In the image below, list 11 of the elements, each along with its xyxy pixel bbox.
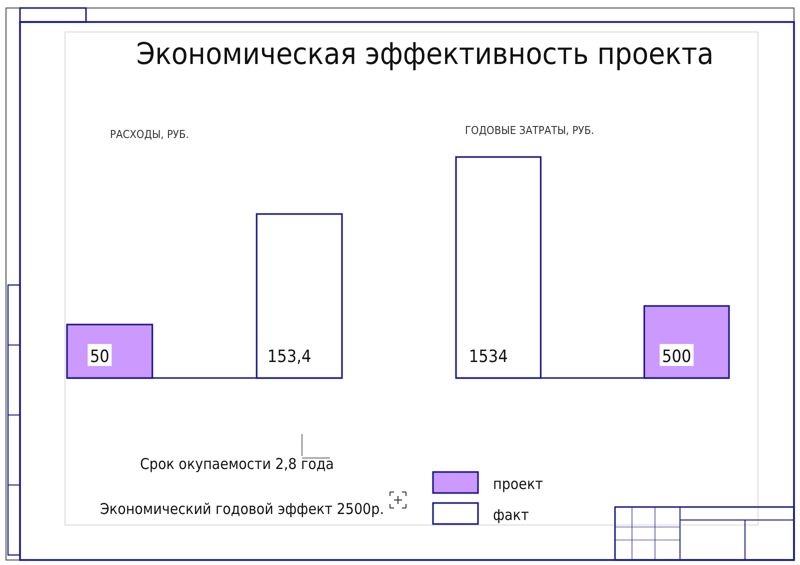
text: Срок окупаемости 2,8 года bbox=[140, 455, 334, 473]
data-label: 500 bbox=[662, 347, 692, 367]
chart-subtitle: РАСХОДЫ, РУБ. bbox=[110, 128, 189, 141]
chart-subtitle: ГОДОВЫЕ ЗАТРАТЫ, РУБ. bbox=[465, 124, 594, 137]
legend-label: проект bbox=[493, 475, 544, 493]
text: Экономический годовой эффект 2500р. bbox=[100, 500, 384, 518]
data-label: 50 bbox=[90, 347, 110, 367]
legend-label: факт bbox=[493, 506, 529, 524]
text: Экономическая эффективность проекта bbox=[136, 37, 714, 72]
data-label: 153,4 bbox=[267, 347, 312, 367]
data-label: 1534 bbox=[468, 347, 508, 367]
